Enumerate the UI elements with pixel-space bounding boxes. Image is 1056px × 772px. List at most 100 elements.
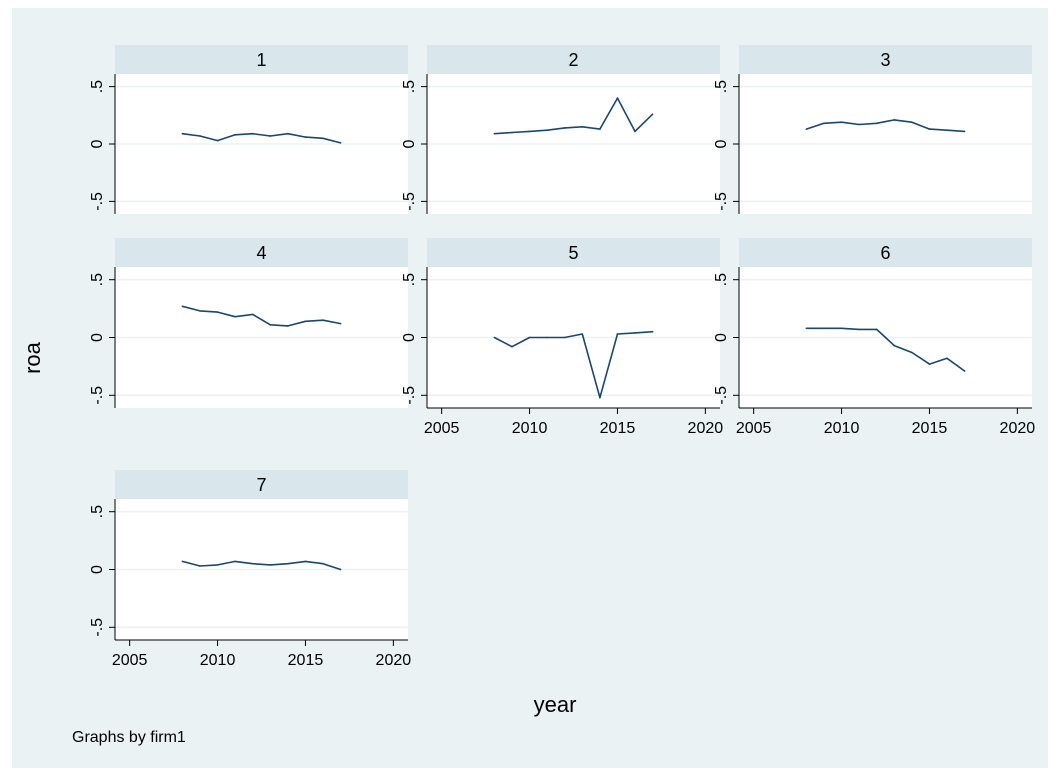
panel-strip: [739, 45, 1032, 74]
data-point: [805, 128, 808, 130]
data-point: [616, 97, 619, 99]
data-point: [651, 330, 654, 333]
data-point: [287, 325, 289, 327]
y-tick-label: .5: [401, 80, 418, 93]
data-point: [963, 130, 966, 133]
data-point: [251, 313, 254, 316]
series-line: [494, 330, 653, 399]
data-point: [875, 328, 878, 331]
x-tick-label: 2015: [600, 420, 636, 437]
data-point: [287, 132, 289, 135]
data-point: [528, 336, 531, 339]
y-tick-label: 0: [89, 565, 106, 574]
data-point: [181, 132, 184, 135]
data-point: [304, 560, 307, 563]
data-point: [269, 323, 272, 326]
panel-title: 5: [568, 243, 578, 263]
x-tick-label: 2005: [424, 420, 460, 437]
y-tick-label: .5: [401, 273, 418, 286]
data-point: [634, 130, 636, 133]
data-point: [251, 132, 254, 135]
y-tick-label: -.5: [713, 386, 730, 405]
data-point: [893, 119, 896, 121]
data-point: [216, 139, 219, 142]
panel-strip: [115, 238, 408, 267]
data-point: [634, 332, 636, 334]
data-point: [339, 568, 342, 571]
panels-group: 1 .5 0 -.5 2 .5 0 -.5 3 .5 0 -.5 4 .5 0 -.5 5 .5 0 -.5 2005 2…: [89, 45, 1035, 669]
y-tick-label: 0: [713, 333, 730, 342]
y-tick-label: -.5: [89, 192, 106, 211]
series-line: [182, 132, 341, 144]
data-point: [322, 137, 324, 140]
series-line: [494, 97, 654, 135]
data-point: [823, 327, 825, 330]
y-tick-label: 0: [89, 333, 106, 342]
panel-5: 5 .5 0 -.5 2005 2010 2015 2020: [401, 238, 723, 437]
x-tick-label: 2005: [112, 652, 148, 669]
data-point: [928, 128, 931, 130]
data-point: [599, 128, 601, 130]
data-point: [251, 562, 254, 565]
data-point: [493, 132, 496, 135]
data-point: [599, 396, 601, 399]
data-point: [234, 134, 236, 136]
x-tick-label: 2005: [736, 420, 772, 437]
data-point: [546, 129, 548, 132]
y-tick-label: 0: [401, 139, 418, 148]
data-point: [322, 319, 324, 321]
y-tick-label: .5: [89, 80, 106, 93]
panel-6: 6 .5 0 -.5 2005 2010 2015 2020: [713, 238, 1035, 437]
data-point: [234, 560, 236, 563]
data-point: [651, 113, 654, 115]
y-tick-label: -.5: [713, 192, 730, 211]
series-line: [806, 327, 966, 372]
data-point: [304, 136, 307, 138]
x-tick-label: 2020: [688, 420, 724, 437]
data-point: [181, 305, 184, 308]
data-point: [216, 311, 219, 313]
data-point: [216, 564, 219, 566]
data-point: [928, 363, 931, 365]
data-point: [563, 336, 566, 339]
x-axis-title: year: [534, 692, 577, 717]
data-point: [269, 564, 272, 566]
x-tick-label: 2020: [1000, 420, 1036, 437]
graphs-by-note: Graphs by firm1: [72, 729, 186, 746]
y-tick-label: -.5: [89, 386, 106, 405]
y-tick-label: -.5: [401, 192, 418, 211]
data-point: [199, 135, 201, 137]
data-point: [893, 344, 896, 347]
data-point: [287, 562, 289, 565]
x-tick-label: 2010: [200, 652, 236, 669]
data-point: [234, 315, 236, 318]
data-point: [546, 336, 548, 339]
data-point: [823, 122, 825, 125]
data-point: [511, 131, 513, 134]
x-tick-label: 2010: [512, 420, 548, 437]
data-point: [911, 351, 913, 354]
y-axis-title: roa: [20, 341, 45, 374]
panel-strip: [115, 470, 408, 499]
y-tick-label: 0: [713, 139, 730, 148]
y-tick-label: .5: [89, 505, 106, 518]
y-tick-label: -.5: [401, 386, 418, 405]
data-point: [339, 142, 342, 144]
data-point: [322, 562, 324, 565]
data-point: [963, 370, 966, 372]
y-tick-label: .5: [713, 273, 730, 286]
x-tick-label: 2020: [376, 652, 412, 669]
data-point: [269, 135, 272, 137]
x-tick-label: 2015: [288, 652, 324, 669]
data-point: [616, 333, 619, 335]
panel-title: 6: [880, 243, 890, 263]
data-point: [840, 327, 843, 330]
y-tick-label: .5: [713, 80, 730, 93]
panel-title: 4: [256, 243, 266, 263]
panel-7: 7 .5 0 -.5 2005 2010 2015 2020: [89, 470, 411, 669]
data-point: [528, 130, 531, 133]
data-point: [181, 560, 184, 563]
panel-4: 4 .5 0 -.5: [89, 238, 408, 408]
panel-title: 7: [256, 475, 266, 495]
data-point: [581, 333, 584, 335]
